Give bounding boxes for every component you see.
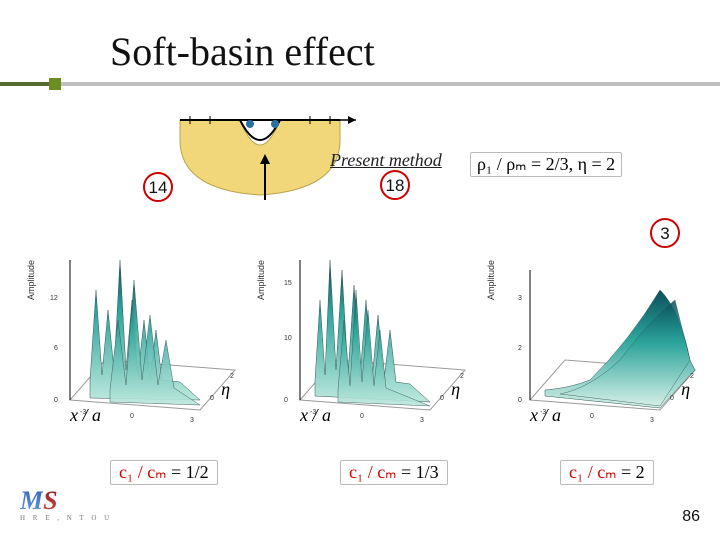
eta-axis-label: η — [681, 379, 690, 400]
ratio-lhs: c₁ / cₘ — [569, 462, 616, 482]
logo-sub: H R E , N T O U — [20, 514, 112, 522]
eta-axis-label: η — [221, 379, 230, 400]
svg-text:2: 2 — [518, 345, 522, 352]
amplitude-axis-label: Amplitude — [256, 260, 266, 300]
svg-text:0: 0 — [360, 413, 364, 420]
ratio-lhs: c₁ / cₘ — [349, 462, 396, 482]
svg-text:2: 2 — [230, 373, 234, 380]
svg-text:10: 10 — [284, 335, 292, 342]
svg-text:12: 12 — [50, 295, 58, 302]
logo-m: M — [20, 486, 43, 515]
xa-axis-label: x / a — [300, 405, 331, 426]
header-bullet — [49, 78, 61, 90]
present-method-label: Present method — [330, 150, 442, 171]
svg-text:3: 3 — [190, 417, 194, 424]
ratio-rhs: = 2 — [621, 462, 645, 482]
slide-title: Soft-basin effect — [110, 28, 375, 75]
ratio-box-1: c₁ / cₘ = 1/2 — [110, 460, 218, 485]
ratio-rhs: = 1/3 — [401, 462, 439, 482]
svg-text:0: 0 — [440, 395, 444, 402]
surface-plot-1: Amplitude 0612 -303 02 x / a η — [30, 230, 250, 430]
svg-text:3: 3 — [650, 417, 654, 424]
svg-text:3: 3 — [518, 295, 522, 302]
circle-14: 14 — [143, 172, 173, 202]
svg-text:2: 2 — [460, 373, 464, 380]
xa-axis-label: x / a — [530, 405, 561, 426]
circle-18: 18 — [380, 170, 410, 200]
xa-axis-label: x / a — [70, 405, 101, 426]
header-rule — [0, 82, 720, 86]
ratio-lhs: c₁ / cₘ — [119, 462, 166, 482]
surface-plot-2: Amplitude 01015 -303 02 x / a η — [260, 230, 480, 430]
amplitude-axis-label: Amplitude — [26, 260, 36, 300]
svg-text:0: 0 — [54, 397, 58, 404]
svg-text:6: 6 — [54, 345, 58, 352]
svg-text:0: 0 — [284, 397, 288, 404]
amplitude-axis-label: Amplitude — [486, 260, 496, 300]
logo-s: S — [43, 486, 57, 515]
svg-text:15: 15 — [284, 280, 292, 287]
page-number: 86 — [682, 508, 700, 526]
eta-axis-label: η — [451, 379, 460, 400]
basin-diagram — [160, 100, 360, 190]
svg-text:0: 0 — [210, 395, 214, 402]
ratio-box-3: c₁ / cₘ = 2 — [560, 460, 654, 485]
svg-text:3: 3 — [420, 417, 424, 424]
footer-logo: MS H R E , N T O U — [20, 486, 112, 522]
svg-text:0: 0 — [130, 413, 134, 420]
ratio-rhs: = 1/2 — [171, 462, 209, 482]
svg-text:0: 0 — [590, 413, 594, 420]
ratio-box-2: c₁ / cₘ = 1/3 — [340, 460, 448, 485]
svg-text:2: 2 — [690, 373, 694, 380]
svg-text:0: 0 — [518, 397, 522, 404]
param-equation: ρ₁ / ρₘ = 2/3, η = 2 — [470, 152, 622, 177]
svg-text:0: 0 — [670, 395, 674, 402]
surface-plot-3: Amplitude 023 -303 02 x / a η — [490, 230, 710, 430]
